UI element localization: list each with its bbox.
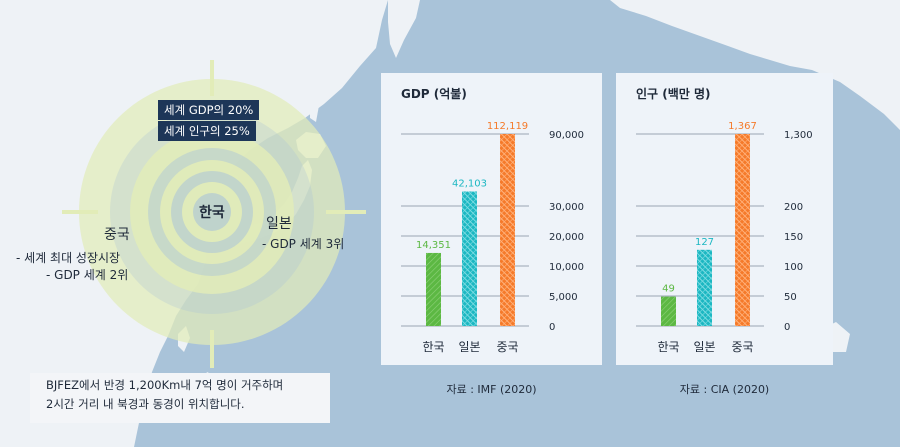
y-tick-label: 30,000 bbox=[549, 202, 584, 213]
bar-중국 bbox=[735, 134, 750, 326]
china-note-1: - 세계 최대 성장시장 bbox=[16, 251, 121, 265]
y-tick-label: 20,000 bbox=[549, 232, 584, 243]
population-chart-title: 인구 (백만 명) bbox=[636, 87, 711, 101]
y-tick-label: 0 bbox=[784, 322, 790, 333]
data-label: 14,351 bbox=[416, 240, 451, 251]
gdp-chart-panel: GDP (억불) 0 5,000 10,000 20,000 30,000 90,000 1… bbox=[381, 73, 602, 365]
x-tick-label: 일본 bbox=[693, 340, 715, 354]
sakhalin bbox=[310, 60, 322, 122]
korea-label: 한국 bbox=[199, 205, 225, 221]
description-box: BJFEZ에서 반경 1,200Km내 7억 명이 거주하며 2시간 거리 내 … bbox=[30, 373, 330, 423]
x-tick-label: 일본 bbox=[458, 340, 480, 354]
population-chart: 0 50 100 150 200 1,300 49 한국 127 일본 1,367 중국 bbox=[636, 121, 813, 354]
y-tick-label: 5,000 bbox=[549, 292, 578, 303]
y-tick-label: 90,000 bbox=[549, 130, 584, 141]
bar-일본 bbox=[462, 191, 477, 326]
y-tick-label: 1,300 bbox=[784, 130, 813, 141]
china-note-2: - GDP 세계 2위 bbox=[46, 268, 129, 282]
x-tick-label: 한국 bbox=[657, 340, 679, 354]
bar-한국 bbox=[426, 252, 441, 326]
data-label: 112,119 bbox=[487, 121, 528, 132]
x-tick-label: 중국 bbox=[731, 340, 753, 354]
bar-일본 bbox=[697, 249, 712, 326]
x-tick-label: 한국 bbox=[422, 340, 444, 354]
y-tick-label: 200 bbox=[784, 202, 803, 213]
gdp-chart: 0 5,000 10,000 20,000 30,000 90,000 14,351 한국 42… bbox=[401, 121, 584, 354]
kamchatka bbox=[388, 0, 420, 58]
data-label: 127 bbox=[695, 237, 714, 248]
population-chart-panel: 인구 (백만 명) 0 50 100 150 200 1,300 49 한국 127 일본 1,36… bbox=[616, 73, 833, 365]
gdp-chart-title: GDP (억불) bbox=[401, 87, 467, 101]
y-tick-label: 50 bbox=[784, 292, 797, 303]
y-tick-label: 150 bbox=[784, 232, 803, 243]
data-label: 42,103 bbox=[452, 178, 487, 189]
china-name: 중국 bbox=[104, 227, 130, 243]
description-line-1: BJFEZ에서 반경 1,200Km내 7억 명이 거주하며 bbox=[46, 378, 284, 392]
x-tick-label: 중국 bbox=[496, 340, 518, 354]
description-line-2: 2시간 거리 내 북경과 동경이 위치합니다. bbox=[46, 397, 245, 411]
data-label: 49 bbox=[662, 284, 675, 295]
alaska bbox=[610, 0, 900, 130]
data-label: 1,367 bbox=[728, 121, 757, 132]
badge-gdp-share: 세계 GDP의 20% bbox=[158, 100, 260, 120]
gdp-chart-source: 자료 : IMF (2020) bbox=[446, 383, 537, 396]
bar-중국 bbox=[500, 134, 515, 326]
y-tick-label: 0 bbox=[549, 322, 555, 333]
badge-population-share: 세계 인구의 25% bbox=[158, 121, 256, 141]
y-tick-label: 100 bbox=[784, 262, 803, 273]
population-chart-source: 자료 : CIA (2020) bbox=[679, 383, 770, 396]
japan-name: 일본 bbox=[266, 216, 292, 232]
y-tick-label: 10,000 bbox=[549, 262, 584, 273]
bar-한국 bbox=[661, 296, 676, 326]
japan-note-1: - GDP 세계 3위 bbox=[262, 237, 345, 251]
radius-rings bbox=[62, 60, 366, 368]
